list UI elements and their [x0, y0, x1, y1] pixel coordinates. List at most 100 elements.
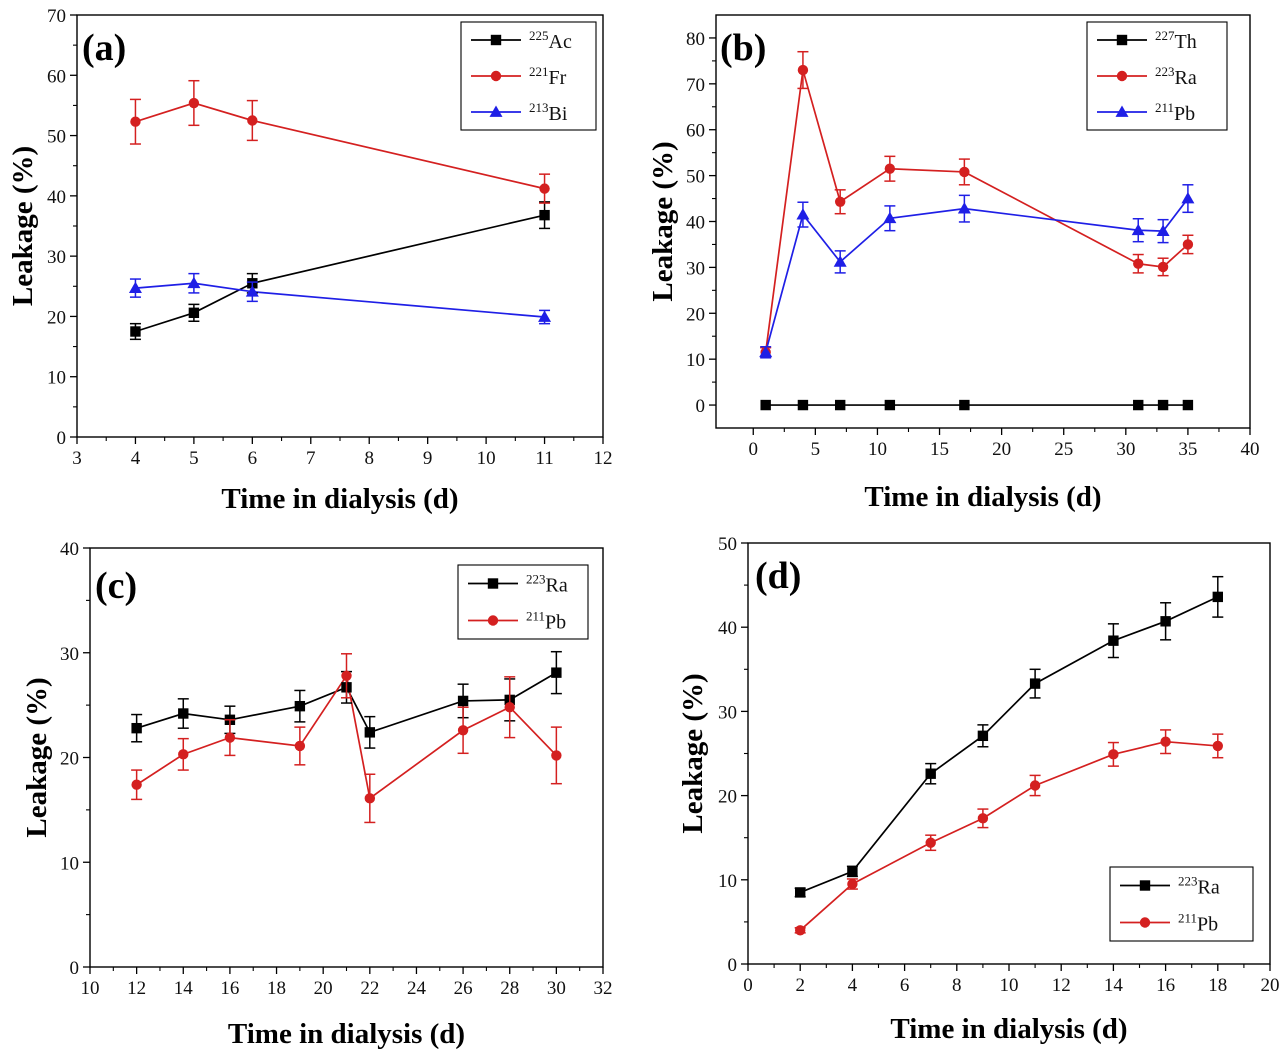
legend-entry: 227Th — [1155, 28, 1197, 53]
series-line-ac — [135, 214, 545, 333]
legend-mass-number: 223 — [1178, 874, 1198, 889]
legend-entry: 221Fr — [529, 64, 567, 89]
x-tick-label: 10 — [81, 978, 100, 999]
legend-entry: 225Ac — [529, 28, 572, 53]
y-axis-label: Leakage (%) — [677, 673, 709, 833]
series-line-ra — [799, 596, 1219, 894]
legend-element-name: Ra — [1175, 67, 1197, 89]
x-tick-label: 4 — [131, 448, 141, 469]
data-point-th — [797, 399, 809, 411]
data-point-bi — [245, 285, 259, 297]
x-tick-label: 12 — [1052, 975, 1071, 996]
legend-entry: 211Pb — [1155, 100, 1195, 125]
x-tick-label: 10 — [1000, 975, 1019, 996]
data-point-pb — [178, 749, 189, 760]
legend-element-name: Bi — [549, 103, 568, 125]
y-tick-label: 0 — [70, 958, 80, 979]
data-point-pb — [131, 779, 142, 790]
x-tick-label: 6 — [900, 975, 910, 996]
x-tick-label: 22 — [360, 978, 379, 999]
data-point-th — [1133, 399, 1144, 411]
data-point-ra — [294, 700, 306, 712]
x-tick-label: 20 — [1261, 975, 1280, 996]
y-tick-label: 10 — [686, 350, 705, 371]
y-tick-label: 60 — [47, 66, 66, 87]
legend-mass-number: 211 — [1178, 911, 1197, 926]
data-point-pb — [883, 211, 897, 224]
legend-box — [457, 564, 589, 640]
panel-label: (d) — [755, 555, 801, 597]
y-tick-label: 20 — [47, 307, 66, 328]
data-point-ra — [959, 166, 970, 178]
legend-entry: 223Ra — [526, 572, 568, 597]
data-point-fr — [188, 97, 200, 109]
x-tick-label: 10 — [477, 448, 496, 469]
x-tick-label: 12 — [127, 978, 146, 999]
data-point-pb — [925, 837, 936, 848]
legend-marker — [487, 578, 499, 589]
data-point-ra — [1029, 678, 1041, 689]
x-tick-label: 30 — [1116, 439, 1135, 460]
legend-mass-number: 211 — [526, 609, 545, 624]
data-point-ra — [795, 887, 806, 898]
x-tick-label: 24 — [407, 978, 427, 999]
y-tick-label: 30 — [718, 702, 737, 723]
legend-entry: 211Pb — [1178, 911, 1218, 936]
series-line-fr — [135, 102, 545, 190]
y-tick-label: 0 — [57, 428, 67, 449]
data-point-ra — [364, 727, 376, 738]
data-point-ra — [1133, 258, 1144, 269]
legend-element-name: Pb — [1174, 103, 1195, 125]
legend-entry: 211Pb — [526, 609, 566, 634]
x-tick-label: 18 — [1208, 975, 1227, 996]
x-tick-label: 18 — [267, 978, 286, 999]
data-point-th — [959, 399, 970, 411]
data-point-ac — [130, 326, 141, 337]
y-tick-label: 40 — [60, 539, 79, 560]
y-tick-label: 40 — [686, 213, 705, 234]
data-point-th — [834, 399, 846, 411]
legend-entry: 223Ra — [1178, 874, 1220, 899]
x-tick-label: 30 — [547, 978, 566, 999]
data-point-pb — [977, 813, 989, 824]
y-tick-label: 40 — [47, 187, 66, 208]
data-point-pb — [341, 670, 352, 681]
x-tick-label: 14 — [174, 978, 194, 999]
data-point-ra — [1182, 239, 1194, 250]
y-tick-label: 0 — [696, 396, 706, 417]
x-tick-label: 35 — [1178, 439, 1197, 460]
legend-mass-number: 223 — [526, 572, 546, 587]
y-tick-label: 30 — [60, 644, 79, 665]
x-tick-label: 0 — [743, 975, 753, 996]
y-tick-label: 50 — [686, 167, 705, 188]
y-tick-label: 50 — [47, 127, 66, 148]
chart-panel-3: 0 2 4 6 8 10 12 14 16 18 20 0 10 20 30 40 50 Time in dial… — [677, 534, 1280, 1045]
x-tick-label: 12 — [594, 448, 613, 469]
x-axis-label: Time in dialysis (d) — [890, 1013, 1127, 1045]
y-tick-label: 60 — [686, 121, 705, 142]
data-point-pb — [957, 202, 971, 214]
data-point-ac — [188, 307, 200, 319]
y-tick-label: 0 — [728, 955, 738, 976]
data-point-pb — [759, 345, 773, 358]
legend-mass-number: 227 — [1155, 28, 1175, 43]
data-point-ra — [847, 866, 858, 877]
x-tick-label: 32 — [594, 978, 613, 999]
y-tick-label: 20 — [718, 787, 737, 808]
y-tick-label: 50 — [718, 534, 737, 555]
data-point-ra — [834, 196, 846, 207]
legend-marker — [1115, 105, 1129, 117]
data-point-pb — [1181, 192, 1195, 204]
x-tick-label: 28 — [500, 978, 519, 999]
legend-mass-number: 213 — [529, 100, 549, 115]
data-point-bi — [128, 281, 142, 293]
y-tick-label: 30 — [686, 258, 705, 279]
data-point-ra — [925, 768, 936, 779]
data-point-th — [884, 399, 896, 411]
x-tick-label: 5 — [189, 448, 199, 469]
x-tick-label: 5 — [811, 439, 821, 460]
panel-label: (a) — [82, 27, 126, 69]
data-point-fr — [539, 183, 550, 194]
data-point-bi — [538, 310, 552, 322]
